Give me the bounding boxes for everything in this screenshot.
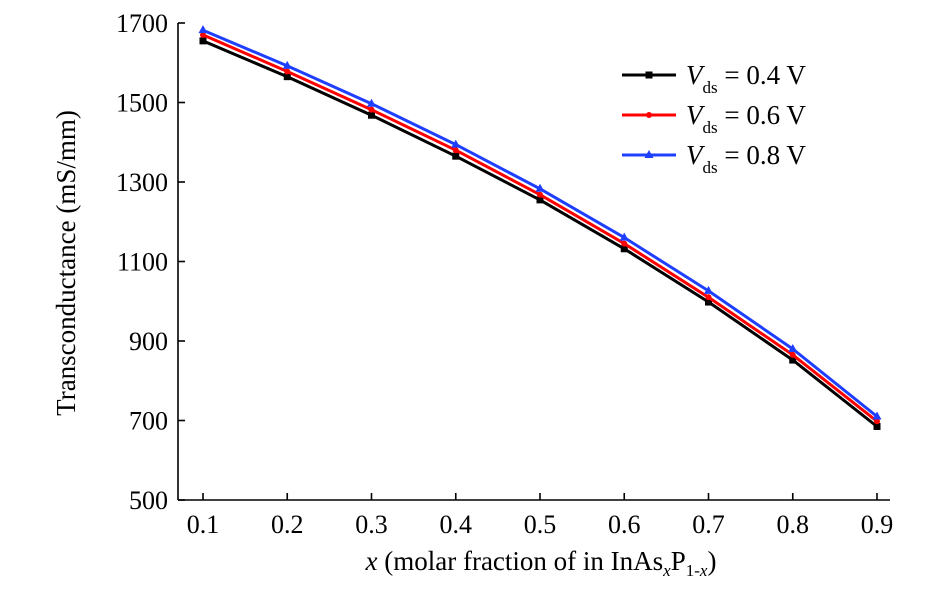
- x-tick-label: 0.4: [440, 510, 473, 539]
- x-tick-label: 0.9: [861, 510, 894, 539]
- y-tick-label: 700: [129, 407, 168, 436]
- y-tick-label: 1700: [116, 9, 168, 38]
- series-line: [202, 33, 878, 423]
- series-marker-triangle: [619, 232, 629, 241]
- series-marker-triangle: [367, 98, 376, 107]
- y-tick-label: 500: [129, 486, 168, 515]
- x-axis-label-text3: ): [707, 546, 716, 576]
- series-marker-triangle: [872, 411, 882, 420]
- x-tick-label: 0.2: [271, 510, 304, 539]
- x-tick-label: 0.6: [608, 510, 641, 539]
- series-marker-dot: [200, 31, 206, 38]
- series-marker-triangle: [535, 183, 545, 192]
- series-marker-square: [645, 71, 653, 79]
- legend-label: Vds = 0.6 V: [686, 100, 806, 137]
- series-marker-triangle: [282, 60, 292, 69]
- y-tick-label: 900: [129, 327, 168, 356]
- series-marker-square: [368, 111, 375, 119]
- axes: [177, 23, 890, 501]
- series-marker-dot: [368, 106, 375, 113]
- x-axis-label: x (molar fraction of in InAsxP1-x): [365, 546, 717, 580]
- series-line: [202, 39, 878, 428]
- y-tick-label: 1500: [116, 89, 168, 118]
- series-marker-square: [620, 245, 628, 253]
- y-tick-label: 1100: [117, 248, 168, 277]
- legend-item: Vds = 0.6 V: [622, 100, 806, 137]
- series-marker-dot: [537, 191, 543, 198]
- series-1: [199, 37, 881, 430]
- series-marker-dot: [621, 240, 628, 247]
- series-marker-square: [789, 356, 797, 364]
- series-marker-dot: [789, 351, 796, 358]
- x-axis-label-text2: P: [671, 546, 686, 576]
- legend-item: Vds = 0.4 V: [622, 60, 806, 97]
- series-marker-dot: [646, 112, 652, 118]
- x-tick-label: 0.5: [524, 510, 557, 539]
- series-marker-square: [873, 422, 881, 430]
- legend-label-rest: = 0.8 V: [718, 140, 807, 170]
- legend-label-var: V: [686, 140, 706, 170]
- series-marker-triangle: [644, 150, 654, 158]
- legend-item: Vds = 0.8 V: [622, 140, 806, 177]
- legend-label-sub: ds: [703, 118, 718, 137]
- series-marker-square: [452, 152, 460, 160]
- x-axis-label-sub2-var: x: [699, 561, 708, 580]
- series-3: [198, 25, 882, 420]
- series-marker-square: [705, 298, 712, 306]
- legend-label: Vds = 0.4 V: [686, 60, 806, 97]
- series-marker-dot: [874, 418, 880, 425]
- x-tick-label: 0.3: [355, 510, 388, 539]
- y-axis-label: Transconductance (mS/mm): [51, 110, 81, 416]
- series-marker-triangle: [451, 139, 461, 148]
- legend-label-sub: ds: [703, 78, 718, 97]
- series-layer: [198, 25, 882, 430]
- y-tick-label: 1300: [116, 168, 168, 197]
- series-marker-triangle: [704, 285, 713, 294]
- series-marker-dot: [284, 68, 291, 75]
- series-2: [200, 31, 880, 425]
- legend-label-rest: = 0.4 V: [718, 60, 807, 90]
- x-axis-label-var: x: [365, 546, 378, 576]
- series-marker-dot: [705, 294, 712, 301]
- x-axis-label-sub2: 1-: [686, 561, 701, 580]
- x-tick-label: 0.7: [692, 510, 725, 539]
- legend-label-sub: ds: [703, 158, 718, 177]
- legend-label-var: V: [686, 100, 706, 130]
- legend-label: Vds = 0.8 V: [686, 140, 806, 177]
- legend-label-var: V: [686, 60, 706, 90]
- x-tick-label: 0.8: [777, 510, 810, 539]
- legend-label-rest: = 0.6 V: [718, 100, 807, 130]
- y-ticks: 500 700 900 1100 1300 1500 1700: [116, 9, 185, 515]
- x-tick-label: 0.1: [187, 510, 220, 539]
- series-marker-triangle: [198, 25, 208, 34]
- x-axis-label-text1: (molar fraction of in InAs: [378, 546, 664, 576]
- series-marker-square: [283, 73, 291, 81]
- series-marker-square: [536, 196, 544, 204]
- series-marker-dot: [452, 147, 459, 154]
- x-axis-label-sub1: x: [662, 561, 671, 580]
- series-marker-triangle: [788, 343, 798, 352]
- series-marker-square: [199, 37, 207, 45]
- x-ticks: 0.1 0.2 0.3 0.4 0.5 0.6 0.7 0.8 0.9: [187, 493, 894, 539]
